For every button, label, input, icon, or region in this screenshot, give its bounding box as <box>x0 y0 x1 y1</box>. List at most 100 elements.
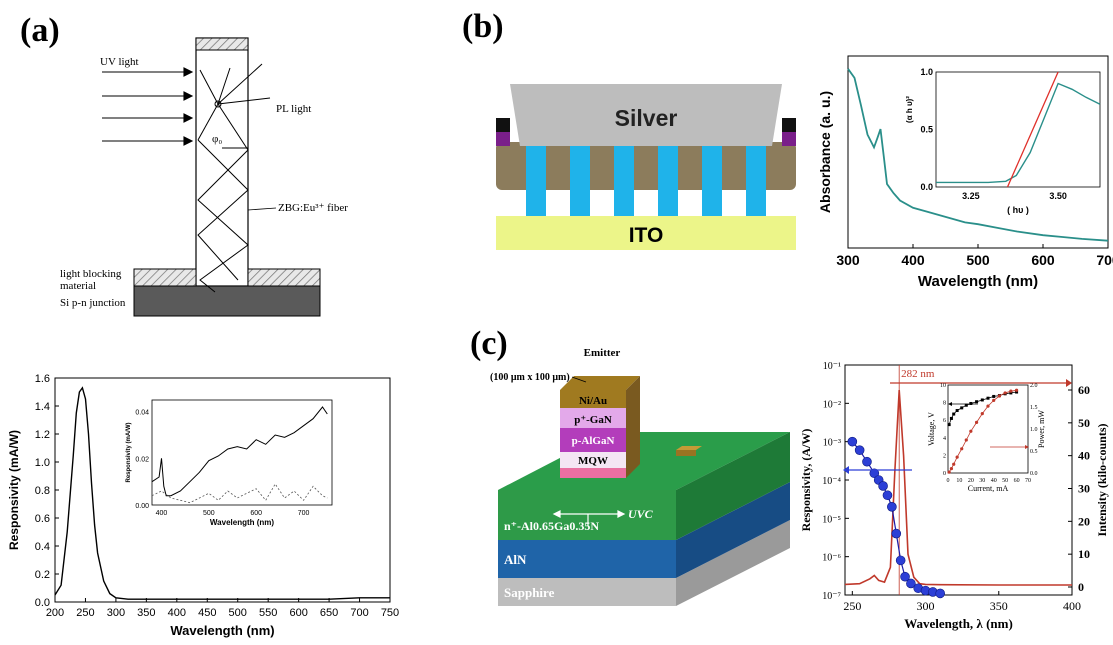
inset-power-point <box>960 447 964 451</box>
inset-voltage-point <box>949 416 953 420</box>
y-tick-label: 10⁻⁴ <box>822 476 841 487</box>
x-axis-label: Wavelength (nm) <box>170 623 274 638</box>
size-label: (100 μm x 100 μm) <box>490 372 570 383</box>
inset-voltage-point <box>986 396 990 400</box>
responsivity-point <box>847 436 858 447</box>
algan-label: n⁺-Al0.65Ga0.35N <box>504 519 599 533</box>
y2-tick-label: 60 <box>1078 383 1090 397</box>
inset-power-point <box>1003 391 1007 395</box>
responsivity-point <box>887 501 897 512</box>
inset-voltage-point <box>992 394 996 398</box>
inset-x-tick-label: 600 <box>250 510 262 517</box>
x-axis-label: Wavelength, λ (nm) <box>904 616 1013 631</box>
inset-y2-tick-label: 0.0 <box>1030 471 1038 477</box>
inset-curve <box>936 82 1101 184</box>
aln-layer <box>498 540 676 578</box>
y-tick-label: 1.4 <box>35 401 50 413</box>
inset-x-tick-label: 400 <box>156 510 168 517</box>
emitter-label: Emitter <box>584 347 621 359</box>
x-tick-label: 500 <box>229 607 247 619</box>
layer-mqw: MQW <box>578 455 608 467</box>
responsivity-point <box>906 578 916 589</box>
x-tick-label: 700 <box>1096 252 1113 268</box>
x-tick-label: 300 <box>107 607 125 619</box>
inset-power-point <box>969 429 973 433</box>
inset-x-tick-label: 30 <box>979 478 985 484</box>
responsivity-point <box>895 555 906 566</box>
uv-light-label: UV light <box>100 56 139 68</box>
inset-power-point <box>997 394 1002 398</box>
inset-voltage-point <box>964 403 968 407</box>
uvc-arrows <box>552 510 626 526</box>
layer-niau: Ni/Au <box>579 395 607 407</box>
inset-y2-tick-label: 1.5 <box>1030 405 1038 411</box>
series-line <box>847 68 1109 242</box>
uvc-label: UVC <box>628 507 654 521</box>
inset-x-tick-label: 50 <box>1002 478 1008 484</box>
inset-y-tick-label: 0.0 <box>920 182 933 192</box>
inset-y-tick-label: 0 <box>943 471 946 477</box>
algan-layer <box>498 490 676 540</box>
x-tick-label: 300 <box>836 252 860 268</box>
inset-y-tick-label: 0.04 <box>135 410 149 417</box>
y2-tick-label: 50 <box>1078 416 1090 430</box>
y-tick-label: 10⁻⁷ <box>822 591 841 602</box>
responsivity-point <box>869 468 880 479</box>
y-tick-label: 10⁻³ <box>823 438 841 449</box>
inset-voltage-point <box>969 401 973 405</box>
inset-y2-label: Power, mW <box>1037 410 1046 448</box>
blocking-label-2: material <box>60 280 96 292</box>
x-axis-label: Wavelength (nm) <box>918 273 1038 290</box>
layer-pgan: p⁺-GaN <box>574 414 612 426</box>
chart-c-responsivity: 250 300 350 40010⁻⁷10⁻⁶10⁻⁵10⁻⁴10⁻³10⁻²10⁻¹… <box>800 361 1109 631</box>
chart-b-absorbance: 300 400 500 600 700 Wavelength (nm) Absorbance… <box>817 55 1113 290</box>
inset-x-tick-label: 500 <box>203 510 215 517</box>
left-axis-arrowhead <box>843 466 849 474</box>
inset-x-tick-label: 20 <box>968 478 974 484</box>
blocking-label-1: light blocking <box>60 268 122 280</box>
y-axis-label: Responsivity (mA/W) <box>7 430 21 550</box>
responsivity-point <box>854 445 865 455</box>
x-tick-label: 600 <box>289 607 307 619</box>
pl-rays <box>197 63 271 293</box>
y-tick-label: 10⁻⁵ <box>822 514 841 525</box>
responsivity-point <box>882 490 893 501</box>
intensity-line <box>844 389 1072 586</box>
silver-layer <box>510 84 782 146</box>
responsivity-point <box>878 481 888 491</box>
inset-dashed-line <box>151 483 328 504</box>
inset-voltage-point <box>1015 390 1019 394</box>
inset-y-tick-label: 2 <box>943 453 946 459</box>
x-tick-label: 600 <box>1031 252 1055 268</box>
y-tick-label: 1.0 <box>35 457 50 469</box>
y2-axis-label: Intensity (kilo-counts) <box>1095 423 1109 536</box>
inset-voltage-point <box>1009 391 1013 395</box>
inset-voltage-point <box>947 423 951 427</box>
inset-x-label: ( hυ ) <box>1007 205 1029 215</box>
inset-left-arrowhead <box>948 402 952 406</box>
y2-tick-label: 40 <box>1078 449 1090 463</box>
inset-x-tick-label: 3.50 <box>1049 191 1067 201</box>
inset-voltage-point <box>975 400 979 404</box>
inset-x-label: Current, mA <box>968 484 1009 493</box>
y-tick-label: 10⁻⁶ <box>822 553 841 564</box>
fiber-schematic: UV light PL light φ₀ ZBG:Eu³⁺ fiber ligh… <box>60 37 348 317</box>
inset-power-point <box>986 404 990 408</box>
inset-right-arrowhead <box>1025 445 1029 449</box>
inset-power-point <box>1014 388 1019 392</box>
x-tick-label: 400 <box>168 607 186 619</box>
y-axis-label: Responsivity, (A/W) <box>800 429 813 532</box>
y2-tick-label: 10 <box>1078 547 1090 561</box>
inset-x-tick-label: 700 <box>298 510 310 517</box>
x-tick-label: 700 <box>350 607 368 619</box>
inset-fit-line <box>1006 71 1059 188</box>
y2-tick-label: 20 <box>1078 514 1090 528</box>
inset-x-label: Wavelength (nm) <box>210 518 274 527</box>
chart-a-responsivity: 200 250 300 350 400 450 500 550 600 650 700 7500.00… <box>7 373 399 638</box>
inset-power-point <box>952 462 956 466</box>
x-tick-label: 400 <box>901 252 925 268</box>
responsivity-point <box>935 588 945 599</box>
inset-y-label: (α h υ)² <box>905 96 914 123</box>
pl-light-label: PL light <box>276 103 311 115</box>
uvc-led-device: Sapphire AlN n⁺-Al0.65Ga0.35N UVC Ni/Au … <box>490 347 790 606</box>
